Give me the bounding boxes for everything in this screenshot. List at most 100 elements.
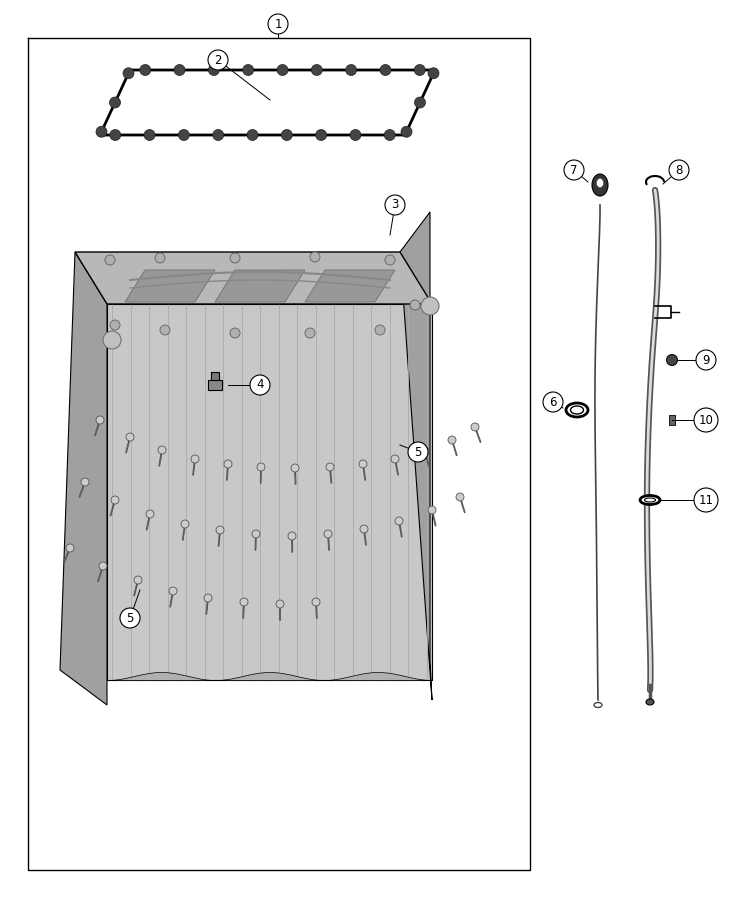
Circle shape xyxy=(66,544,74,552)
Circle shape xyxy=(110,130,121,140)
Circle shape xyxy=(224,460,232,468)
Circle shape xyxy=(120,608,140,628)
Circle shape xyxy=(305,328,315,338)
Circle shape xyxy=(81,478,89,486)
Circle shape xyxy=(243,65,253,76)
Circle shape xyxy=(312,598,320,606)
Polygon shape xyxy=(208,380,222,390)
Ellipse shape xyxy=(597,178,603,187)
Circle shape xyxy=(140,65,150,76)
Ellipse shape xyxy=(645,498,656,502)
Circle shape xyxy=(408,442,428,462)
Circle shape xyxy=(375,325,385,335)
Circle shape xyxy=(359,460,367,468)
Circle shape xyxy=(204,594,212,602)
Text: 1: 1 xyxy=(274,17,282,31)
Polygon shape xyxy=(60,252,107,705)
Circle shape xyxy=(250,375,270,395)
Circle shape xyxy=(96,126,107,137)
Text: 6: 6 xyxy=(549,395,556,409)
Circle shape xyxy=(230,253,240,263)
Circle shape xyxy=(395,517,403,525)
Circle shape xyxy=(666,355,677,365)
Circle shape xyxy=(471,423,479,431)
Circle shape xyxy=(169,587,177,595)
Circle shape xyxy=(288,532,296,540)
Circle shape xyxy=(564,160,584,180)
Polygon shape xyxy=(75,252,432,304)
Circle shape xyxy=(268,14,288,34)
Polygon shape xyxy=(211,372,219,380)
Circle shape xyxy=(421,447,429,455)
Circle shape xyxy=(230,328,240,338)
Circle shape xyxy=(110,320,120,330)
Circle shape xyxy=(291,464,299,472)
Circle shape xyxy=(345,65,356,76)
Circle shape xyxy=(276,600,284,608)
Text: 2: 2 xyxy=(214,53,222,67)
Text: 7: 7 xyxy=(571,164,578,176)
Circle shape xyxy=(414,97,425,108)
Circle shape xyxy=(421,297,439,315)
Circle shape xyxy=(208,50,228,70)
Circle shape xyxy=(134,576,142,584)
Circle shape xyxy=(428,506,436,514)
Circle shape xyxy=(252,530,260,538)
Circle shape xyxy=(456,493,464,501)
Circle shape xyxy=(191,455,199,463)
Circle shape xyxy=(385,130,395,140)
Circle shape xyxy=(401,126,412,137)
Circle shape xyxy=(669,160,689,180)
Polygon shape xyxy=(400,212,432,700)
Circle shape xyxy=(111,496,119,504)
Circle shape xyxy=(179,130,190,140)
Circle shape xyxy=(174,65,185,76)
Polygon shape xyxy=(125,270,215,302)
Circle shape xyxy=(158,446,166,454)
Circle shape xyxy=(123,68,134,79)
Circle shape xyxy=(448,436,456,444)
Circle shape xyxy=(155,253,165,263)
Text: 5: 5 xyxy=(126,611,133,625)
Circle shape xyxy=(694,408,718,432)
Circle shape xyxy=(696,350,716,370)
Circle shape xyxy=(103,331,121,349)
Circle shape xyxy=(428,68,439,79)
Circle shape xyxy=(316,130,327,140)
Polygon shape xyxy=(669,415,675,425)
Circle shape xyxy=(247,130,258,140)
Circle shape xyxy=(414,65,425,76)
Circle shape xyxy=(216,526,224,534)
Text: 10: 10 xyxy=(699,413,714,427)
Text: 3: 3 xyxy=(391,199,399,212)
Circle shape xyxy=(385,255,395,265)
Ellipse shape xyxy=(640,496,660,505)
Text: 9: 9 xyxy=(702,354,710,366)
Circle shape xyxy=(380,65,391,76)
Circle shape xyxy=(208,65,219,76)
Polygon shape xyxy=(305,270,395,302)
Polygon shape xyxy=(107,304,432,680)
Circle shape xyxy=(110,97,121,108)
Circle shape xyxy=(694,488,718,512)
Circle shape xyxy=(543,392,563,412)
Circle shape xyxy=(213,130,224,140)
Ellipse shape xyxy=(646,699,654,705)
Circle shape xyxy=(99,562,107,570)
Circle shape xyxy=(350,130,361,140)
Circle shape xyxy=(96,416,104,424)
Circle shape xyxy=(310,252,320,262)
Circle shape xyxy=(146,510,154,518)
Polygon shape xyxy=(215,270,305,302)
Circle shape xyxy=(385,195,405,215)
Circle shape xyxy=(277,65,288,76)
Circle shape xyxy=(257,463,265,471)
Ellipse shape xyxy=(571,406,583,414)
Text: 8: 8 xyxy=(675,164,682,176)
Circle shape xyxy=(240,598,248,606)
Circle shape xyxy=(410,300,420,310)
Circle shape xyxy=(391,455,399,463)
Circle shape xyxy=(144,130,155,140)
Circle shape xyxy=(324,530,332,538)
Ellipse shape xyxy=(592,174,608,196)
